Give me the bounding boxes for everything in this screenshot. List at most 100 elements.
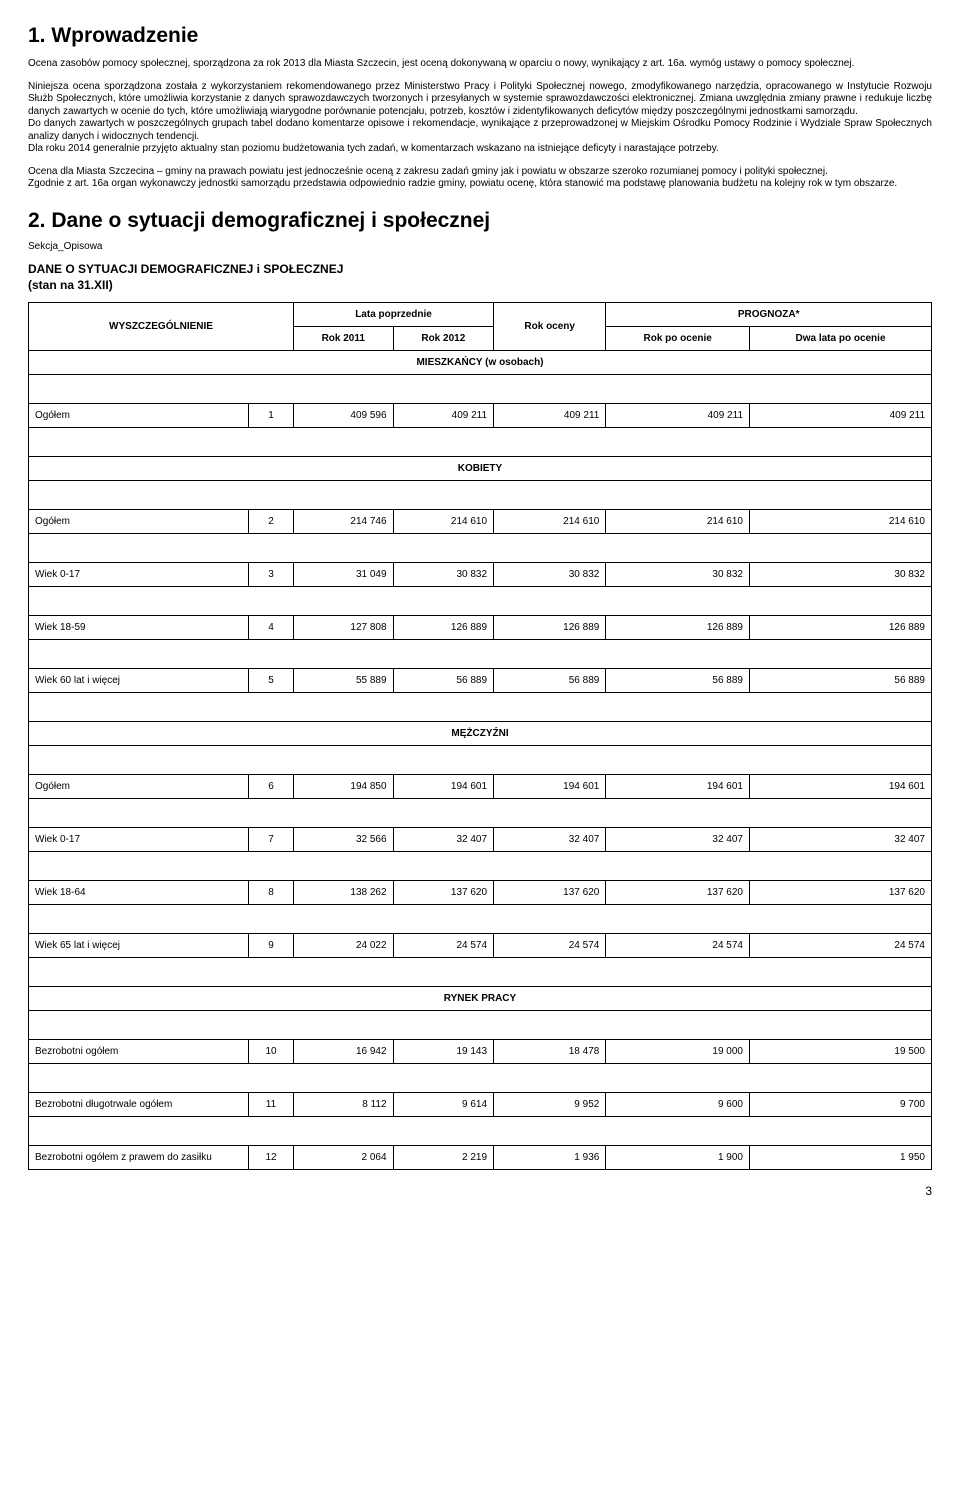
table-spacer-row — [29, 586, 932, 615]
table-subtitle: (stan na 31.XII) — [28, 278, 932, 292]
row-index: 4 — [249, 615, 294, 639]
cell-value: 1 950 — [750, 1145, 932, 1169]
cell-value: 214 610 — [393, 509, 494, 533]
table-row: Ogółem6194 850194 601194 601194 601194 6… — [29, 774, 932, 798]
table-spacer-row — [29, 798, 932, 827]
cell-value: 126 889 — [750, 615, 932, 639]
table-body: MIESZKAŃCY (w osobach) Ogółem1409 596409 … — [29, 350, 932, 1169]
cell-value: 56 889 — [606, 668, 750, 692]
table-spacer-row — [29, 692, 932, 721]
row-label: Wiek 0-17 — [29, 562, 249, 586]
cell-value: 30 832 — [606, 562, 750, 586]
th-rok-2011: Rok 2011 — [294, 326, 394, 350]
cell-value: 137 620 — [750, 880, 932, 904]
cell-value: 24 022 — [294, 933, 394, 957]
cell-value: 137 620 — [393, 880, 494, 904]
th-rok-2012: Rok 2012 — [393, 326, 494, 350]
th-lata-poprzednie: Lata poprzednie — [294, 302, 494, 326]
table-spacer-row — [29, 851, 932, 880]
cell-value: 127 808 — [294, 615, 394, 639]
row-index: 9 — [249, 933, 294, 957]
cell-value: 214 610 — [494, 509, 606, 533]
row-index: 10 — [249, 1039, 294, 1063]
table-spacer-row — [29, 957, 932, 986]
table-spacer-row — [29, 427, 932, 456]
table-spacer-row — [29, 1116, 932, 1145]
cell-value: 409 211 — [606, 403, 750, 427]
cell-value: 31 049 — [294, 562, 394, 586]
table-title: DANE O SYTUACJI DEMOGRAFICZNEJ i SPOŁECZ… — [28, 262, 932, 276]
row-index: 8 — [249, 880, 294, 904]
section1-body: Ocena zasobów pomocy społecznej, sporząd… — [28, 58, 932, 191]
cell-value: 194 601 — [606, 774, 750, 798]
cell-value: 19 000 — [606, 1039, 750, 1063]
cell-value: 9 700 — [750, 1092, 932, 1116]
table-spacer-row — [29, 480, 932, 509]
cell-value: 16 942 — [294, 1039, 394, 1063]
cell-value: 409 211 — [393, 403, 494, 427]
cell-value: 32 407 — [393, 827, 494, 851]
cell-value: 138 262 — [294, 880, 394, 904]
cell-value: 409 211 — [494, 403, 606, 427]
row-label: Wiek 60 lat i więcej — [29, 668, 249, 692]
cell-value: 9 600 — [606, 1092, 750, 1116]
table-spacer-row — [29, 639, 932, 668]
table-row: Wiek 18-648138 262137 620137 620137 6201… — [29, 880, 932, 904]
cell-value: 409 211 — [750, 403, 932, 427]
table-section-row: MĘŻCZYŹNI — [29, 721, 932, 745]
intro-para: Ocena dla Miasta Szczecina – gminy na pr… — [28, 166, 932, 191]
row-label: Ogółem — [29, 509, 249, 533]
cell-value: 56 889 — [494, 668, 606, 692]
cell-value: 30 832 — [494, 562, 606, 586]
page-number: 3 — [28, 1184, 932, 1198]
row-label: Wiek 18-59 — [29, 615, 249, 639]
cell-value: 24 574 — [494, 933, 606, 957]
cell-value: 214 610 — [606, 509, 750, 533]
demographics-table: WYSZCZEGÓLNIENIE Lata poprzednie Rok oce… — [28, 302, 932, 1170]
th-wyszczegolnienie: WYSZCZEGÓLNIENIE — [29, 302, 294, 350]
table-row: Bezrobotni długotrwale ogółem118 1129 61… — [29, 1092, 932, 1116]
table-row: Wiek 0-17331 04930 83230 83230 83230 832 — [29, 562, 932, 586]
table-row: Wiek 65 lat i więcej924 02224 57424 5742… — [29, 933, 932, 957]
row-label: Bezrobotni długotrwale ogółem — [29, 1092, 249, 1116]
cell-value: 126 889 — [494, 615, 606, 639]
table-spacer-row — [29, 745, 932, 774]
cell-value: 214 746 — [294, 509, 394, 533]
cell-value: 32 407 — [750, 827, 932, 851]
row-index: 5 — [249, 668, 294, 692]
cell-value: 2 064 — [294, 1145, 394, 1169]
row-index: 7 — [249, 827, 294, 851]
table-row: Bezrobotni ogółem z prawem do zasiłku122… — [29, 1145, 932, 1169]
table-section-row: KOBIETY — [29, 456, 932, 480]
cell-value: 194 601 — [494, 774, 606, 798]
cell-value: 194 850 — [294, 774, 394, 798]
table-section-row: RYNEK PRACY — [29, 986, 932, 1010]
cell-value: 194 601 — [393, 774, 494, 798]
row-label: Wiek 65 lat i więcej — [29, 933, 249, 957]
cell-value: 194 601 — [750, 774, 932, 798]
table-section-row: MIESZKAŃCY (w osobach) — [29, 350, 932, 374]
row-label: Wiek 0-17 — [29, 827, 249, 851]
cell-value: 32 566 — [294, 827, 394, 851]
cell-value: 32 407 — [606, 827, 750, 851]
table-row: Bezrobotni ogółem1016 94219 14318 47819 … — [29, 1039, 932, 1063]
section1-heading: 1. Wprowadzenie — [28, 24, 932, 48]
cell-value: 1 936 — [494, 1145, 606, 1169]
table-spacer-row — [29, 1010, 932, 1039]
cell-value: 137 620 — [494, 880, 606, 904]
row-index: 3 — [249, 562, 294, 586]
th-dwa-lata: Dwa lata po ocenie — [750, 326, 932, 350]
cell-value: 9 614 — [393, 1092, 494, 1116]
cell-value: 214 610 — [750, 509, 932, 533]
row-index: 2 — [249, 509, 294, 533]
section2-heading: 2. Dane o sytuacji demograficznej i społ… — [28, 209, 932, 233]
cell-value: 30 832 — [393, 562, 494, 586]
cell-value: 56 889 — [393, 668, 494, 692]
cell-value: 32 407 — [494, 827, 606, 851]
table-row: Ogółem1409 596409 211409 211409 211409 2… — [29, 403, 932, 427]
row-index: 12 — [249, 1145, 294, 1169]
intro-para: Ocena zasobów pomocy społecznej, sporząd… — [28, 58, 932, 71]
table-row: Wiek 60 lat i więcej555 88956 88956 8895… — [29, 668, 932, 692]
th-prognoza: PROGNOZA* — [606, 302, 932, 326]
row-label: Ogółem — [29, 774, 249, 798]
